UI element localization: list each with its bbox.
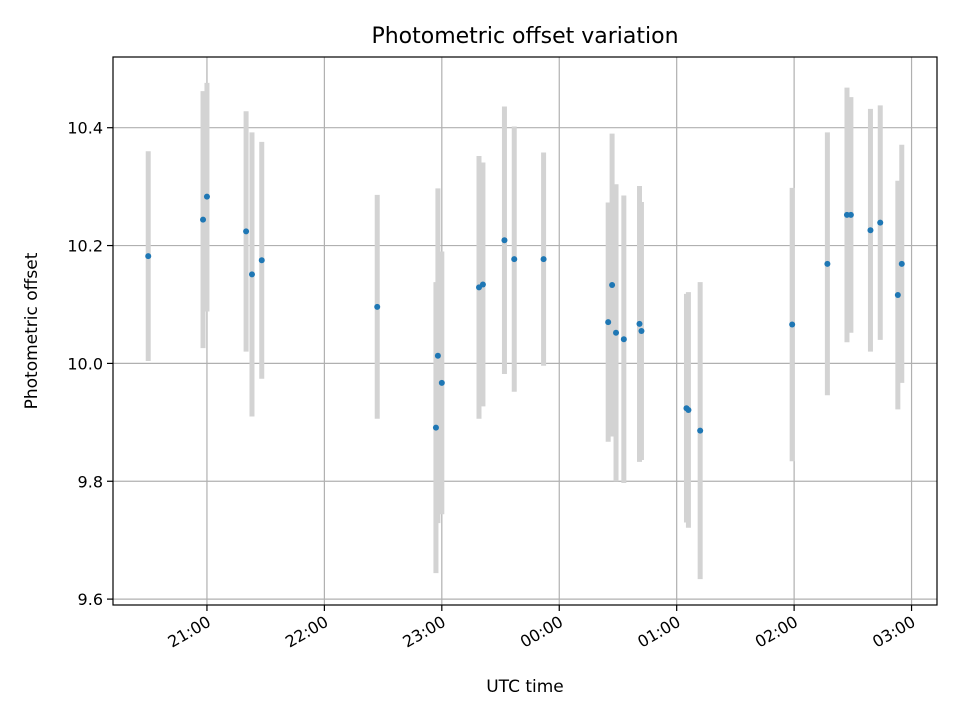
data-point	[697, 427, 704, 434]
y-axis-ticks: 9.6 9.8 10.0 10.2 10.4	[67, 119, 113, 609]
data-point	[540, 256, 547, 263]
data-point	[789, 321, 796, 328]
plot-frame	[112, 56, 938, 606]
data-point	[432, 424, 439, 431]
data-point	[200, 216, 207, 223]
data-point	[434, 352, 441, 359]
data-point	[203, 193, 210, 200]
data-point	[894, 292, 901, 299]
y-tick-label: 10.2	[67, 237, 103, 256]
data-point	[258, 257, 265, 264]
data-point	[620, 336, 627, 343]
data-point	[248, 271, 255, 278]
data-point	[613, 329, 620, 336]
data-point	[636, 320, 643, 327]
data-point	[605, 319, 612, 326]
data-point	[501, 237, 508, 244]
data-point	[479, 281, 486, 288]
data-points	[145, 193, 905, 434]
data-point	[438, 379, 445, 386]
data-point	[867, 227, 874, 234]
y-axis-label: Photometric offset	[22, 252, 42, 409]
data-point	[898, 260, 905, 267]
data-point	[243, 228, 250, 235]
y-tick-label: 10.4	[67, 119, 103, 138]
data-point	[847, 211, 854, 218]
y-tick-label: 9.8	[78, 472, 103, 491]
data-point	[511, 256, 518, 263]
data-point	[638, 328, 645, 334]
y-tick-label: 9.6	[78, 590, 103, 609]
data-point	[824, 260, 831, 267]
data-point	[374, 303, 381, 310]
y-tick-label: 10.0	[67, 354, 103, 373]
data-point	[145, 253, 152, 260]
data-point	[685, 406, 692, 413]
x-axis-label: UTC time	[486, 677, 564, 697]
data-point	[609, 282, 616, 289]
data-point	[877, 219, 884, 226]
chart-title: Photometric offset variation	[371, 24, 678, 49]
